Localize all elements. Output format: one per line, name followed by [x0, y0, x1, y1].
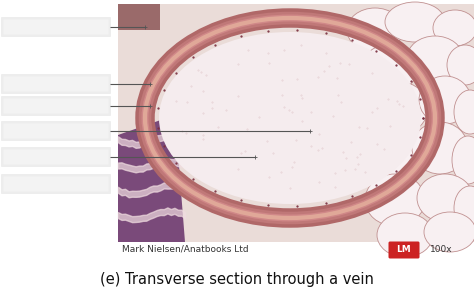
FancyBboxPatch shape: [3, 19, 109, 35]
Ellipse shape: [159, 32, 421, 204]
Ellipse shape: [407, 36, 463, 80]
Polygon shape: [118, 115, 185, 242]
FancyBboxPatch shape: [3, 124, 109, 138]
Ellipse shape: [365, 174, 425, 226]
FancyBboxPatch shape: [3, 176, 109, 191]
Ellipse shape: [419, 76, 471, 124]
Text: 100x: 100x: [430, 245, 453, 255]
FancyBboxPatch shape: [389, 242, 419, 258]
Text: LM: LM: [397, 245, 411, 255]
FancyBboxPatch shape: [1, 74, 111, 94]
Ellipse shape: [362, 44, 418, 92]
Ellipse shape: [417, 174, 473, 222]
FancyBboxPatch shape: [3, 76, 109, 91]
Bar: [118, 4, 474, 242]
Ellipse shape: [452, 136, 474, 184]
Ellipse shape: [433, 10, 474, 46]
Polygon shape: [118, 4, 160, 30]
Ellipse shape: [360, 129, 420, 181]
Ellipse shape: [447, 45, 474, 85]
Ellipse shape: [372, 82, 428, 134]
FancyBboxPatch shape: [1, 147, 111, 167]
Text: (e) Transverse section through a vein: (e) Transverse section through a vein: [100, 272, 374, 287]
FancyBboxPatch shape: [1, 174, 111, 194]
FancyBboxPatch shape: [3, 150, 109, 165]
Ellipse shape: [454, 186, 474, 230]
Ellipse shape: [454, 90, 474, 134]
Ellipse shape: [377, 213, 433, 257]
Text: Mark Nielsen/Anatbooks Ltd: Mark Nielsen/Anatbooks Ltd: [122, 245, 249, 254]
FancyBboxPatch shape: [1, 96, 111, 116]
Ellipse shape: [347, 8, 403, 52]
FancyBboxPatch shape: [3, 99, 109, 114]
Ellipse shape: [385, 2, 445, 42]
FancyBboxPatch shape: [1, 121, 111, 141]
Ellipse shape: [424, 212, 474, 252]
Ellipse shape: [412, 122, 468, 174]
FancyBboxPatch shape: [1, 17, 111, 37]
